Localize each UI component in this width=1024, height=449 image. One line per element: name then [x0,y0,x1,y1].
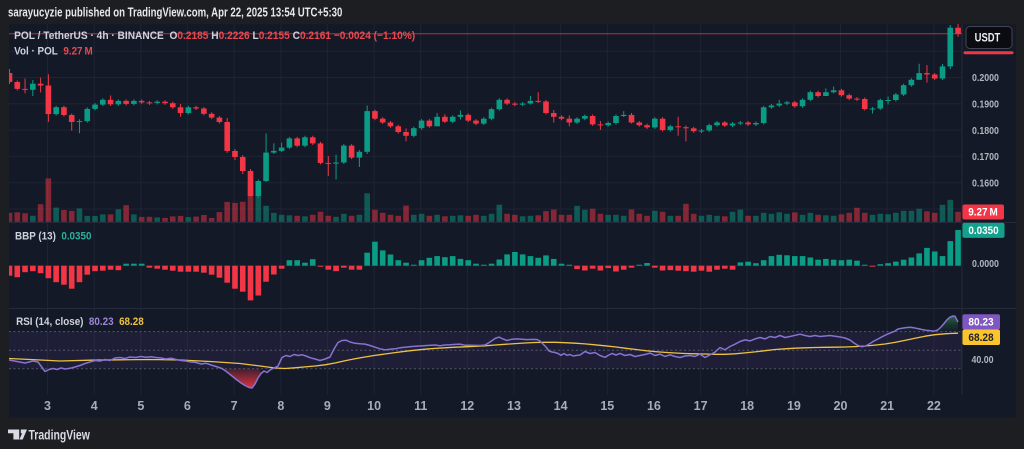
svg-text:18: 18 [740,399,754,413]
svg-text:0.0000: 0.0000 [972,259,999,271]
svg-text:12: 12 [460,399,474,413]
svg-text:USDT: USDT [975,32,1001,45]
svg-text:15: 15 [600,399,614,413]
svg-text:6: 6 [184,399,191,413]
svg-text:0.2000: 0.2000 [972,73,999,85]
svg-text:19: 19 [787,399,801,413]
svg-text:20: 20 [834,399,848,413]
svg-text:68.28: 68.28 [968,332,993,344]
svg-text:80.23: 80.23 [968,316,993,328]
svg-text:8: 8 [277,399,284,413]
svg-text:0.1900: 0.1900 [972,99,999,111]
svg-text:POL / TetherUS · 4h · BINANCE: POL / TetherUS · 4h · BINANCE O0.2185 H0… [14,30,415,43]
svg-text:40.00: 40.00 [972,355,994,367]
svg-text:9.27 M: 9.27 M [968,207,998,219]
svg-text:7: 7 [231,399,238,413]
svg-text:22: 22 [927,399,941,413]
svg-text:sarayucyzie published on Tradi: sarayucyzie published on TradingView.com… [8,6,342,19]
svg-text:16: 16 [647,399,661,413]
svg-text:0.1700: 0.1700 [972,151,999,163]
svg-text:13: 13 [507,399,521,413]
svg-text:0.1800: 0.1800 [972,125,999,137]
svg-text:TradingView: TradingView [29,427,91,443]
svg-text:BBP (13) 0.0350: BBP (13) 0.0350 [15,230,92,243]
svg-text:5: 5 [137,399,144,413]
svg-text:Vol · POL 9.27 M: Vol · POL 9.27 M [14,45,93,58]
svg-text:21: 21 [880,399,894,413]
svg-text:3: 3 [44,399,51,413]
svg-text:0.0350: 0.0350 [968,226,998,238]
svg-text:14: 14 [554,399,568,413]
svg-text:4: 4 [91,399,98,413]
svg-text:17: 17 [694,399,708,413]
svg-text:9: 9 [324,399,331,413]
svg-text:RSI (14, close) 80.23 68.28: RSI (14, close) 80.23 68.28 [16,315,144,328]
svg-text:10: 10 [367,399,381,413]
svg-text:11: 11 [414,399,427,413]
svg-text:0.1600: 0.1600 [972,178,999,190]
